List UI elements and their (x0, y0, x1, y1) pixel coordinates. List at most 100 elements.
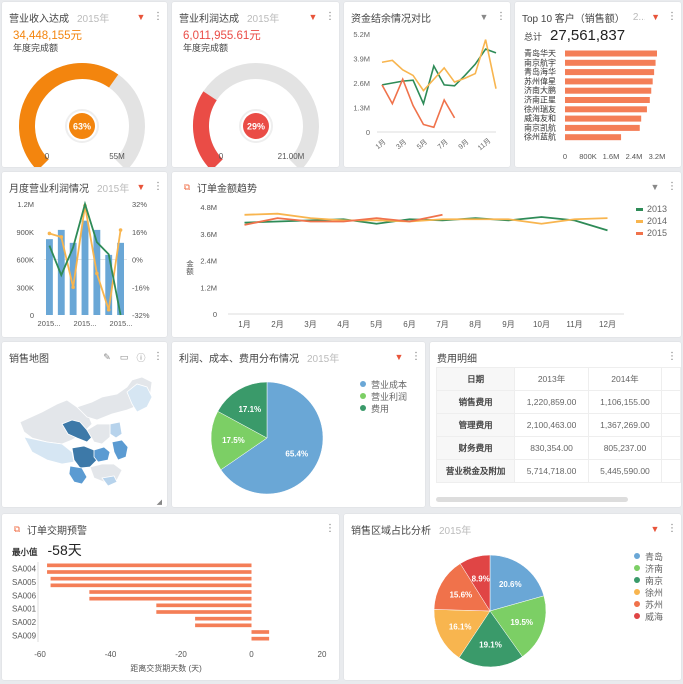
delivery-min-value: -58天 (47, 542, 82, 558)
legend-item[interactable]: 徐州 (634, 586, 663, 598)
x-tick-label: 5月 (370, 320, 382, 329)
legend-label: 费用 (371, 403, 390, 414)
point (118, 228, 123, 232)
fund-title: 资金结余情况对比 (351, 13, 431, 25)
map-region-yunnan[interactable] (68, 465, 88, 485)
more-vertical-icon[interactable]: ⋮ (325, 11, 335, 22)
legend-swatch (360, 393, 366, 399)
map-region-northeast[interactable] (126, 383, 153, 413)
bar (565, 97, 650, 103)
legend-item[interactable]: 2014 (636, 215, 667, 227)
more-vertical-icon[interactable]: ⋮ (411, 351, 421, 362)
cell: 5,714,718.00 (514, 459, 589, 483)
y-tick-label: 2.6M (353, 79, 370, 88)
pie-slice (217, 381, 268, 439)
table-row: 营业税金及附加 5,714,718.00 5,445,590.00 (435, 459, 681, 483)
legend-item[interactable]: 2013 (636, 203, 667, 215)
map-region-east[interactable] (111, 439, 129, 461)
profit-year: 2015年 (247, 13, 280, 25)
resize-handle-icon[interactable]: ◢ (157, 499, 163, 506)
more-vertical-icon[interactable]: ⋮ (667, 181, 677, 192)
map-region-other[interactable] (86, 423, 111, 445)
filter-icon[interactable]: ▼ (650, 524, 660, 534)
bar (565, 115, 642, 122)
y-tick-label: 300K (16, 283, 34, 292)
more-vertical-icon[interactable]: ⋮ (153, 11, 163, 22)
y-tick-label: 4.8M (200, 203, 217, 212)
map-title: 销售地图 (9, 353, 49, 365)
legend-item[interactable]: 南京 (634, 574, 663, 586)
x-tick-label: 2月 (271, 320, 283, 329)
top10-title: Top 10 客户（销售额） (522, 13, 625, 25)
map-region-tibet[interactable] (23, 436, 75, 465)
legend-item[interactable]: 费用 (360, 402, 407, 414)
pencil-icon[interactable]: ✎ (103, 351, 111, 362)
category-label: 苏州偉星 (524, 76, 556, 86)
series-line-red (381, 77, 456, 129)
china-map[interactable]: ◢ (2, 342, 167, 507)
legend-item[interactable]: 营业成本 (360, 378, 407, 390)
y-axis-label: 金额 (185, 259, 194, 277)
more-vertical-icon[interactable]: ⋮ (496, 11, 506, 22)
pie-data-label: 8.9% (472, 575, 490, 584)
category-label: 南京航宇 (524, 57, 556, 67)
legend-item[interactable]: 济南 (634, 562, 663, 574)
bar (195, 616, 252, 621)
filter-icon[interactable]: ▼ (308, 12, 318, 22)
pie-slice (489, 595, 547, 658)
y-tick-label: 1.3M (353, 104, 370, 113)
map-region-north[interactable] (109, 421, 123, 439)
map-region-central[interactable] (93, 446, 111, 463)
more-vertical-icon[interactable]: ⋮ (667, 351, 677, 362)
profit-sub: 年度完成额 (183, 43, 229, 53)
y-tick-label: 0 (366, 128, 370, 137)
x-tick-label: 4月 (337, 320, 349, 329)
y-tick-label: 3.6M (200, 230, 217, 239)
more-vertical-icon[interactable]: ⋮ (153, 181, 163, 192)
filter-icon[interactable]: ▼ (394, 352, 404, 362)
pie-data-label: 15.6% (449, 590, 472, 599)
orders-legend: 2013 2014 2015 (636, 203, 667, 239)
more-vertical-icon[interactable]: ⋮ (325, 523, 335, 534)
monthly-card: 月度营业利润情况 2015年 ▼ ⋮ 0 300K 600K 900K 1.2M -32% -1… (2, 172, 167, 337)
more-vertical-icon[interactable]: ⋮ (153, 351, 163, 362)
pie-data-label: 65.4% (285, 450, 308, 459)
legend-item[interactable]: 青岛 (634, 550, 663, 562)
info-icon[interactable]: ⓘ (136, 352, 146, 363)
x-tick-label: 2015... (74, 319, 97, 328)
legend-item[interactable]: 威海 (634, 610, 663, 622)
filter-icon[interactable]: ▼ (650, 182, 660, 192)
cell: 830,354.00 (514, 436, 589, 460)
filter-icon[interactable]: ▼ (136, 182, 146, 192)
dist-pie: 65.4% 17.5% 17.1% (210, 381, 324, 495)
x-tick-label: -60 (34, 650, 46, 659)
legend-item[interactable]: 营业利润 (360, 390, 407, 402)
legend-item[interactable]: 苏州 (634, 598, 663, 610)
delivery-card: ⧉ 订单交期预警 ⋮ 最小值 -58天 SA004 SA005 SA006 SA001 S… (2, 514, 339, 680)
category-label: 济南正星 (524, 95, 556, 105)
profit-title: 营业利润达成 (179, 13, 239, 25)
bar (565, 59, 656, 66)
bar (156, 610, 252, 614)
x-tick-label: 7月 (436, 320, 448, 329)
link-icon: ⧉ (183, 181, 191, 192)
y2-tick-label: 16% (132, 228, 147, 237)
region-legend: 青岛 济南 南京 徐州 苏州 威海 (634, 550, 663, 622)
filter-icon[interactable]: ▼ (479, 12, 489, 22)
screen-icon[interactable]: ▭ (119, 351, 129, 362)
map-region-guangdong[interactable] (101, 475, 118, 487)
map-region-sichuan[interactable] (71, 445, 98, 469)
more-vertical-icon[interactable]: ⋮ (667, 11, 677, 22)
filter-icon[interactable]: ▼ (136, 12, 146, 22)
legend-item[interactable]: 2015 (636, 227, 667, 239)
more-vertical-icon[interactable]: ⋮ (667, 523, 677, 534)
gauge-max: 55M (109, 152, 125, 161)
bar (50, 576, 252, 581)
horizontal-scrollbar[interactable] (436, 497, 628, 502)
header-cell: 日期 (435, 367, 516, 391)
category-label: 徐州瑞友 (524, 104, 556, 114)
filter-icon[interactable]: ▼ (651, 12, 661, 22)
y-tick-label: 2.4M (200, 257, 217, 266)
legend-swatch (634, 601, 640, 607)
x-tick-label: 2.4M (626, 152, 643, 161)
